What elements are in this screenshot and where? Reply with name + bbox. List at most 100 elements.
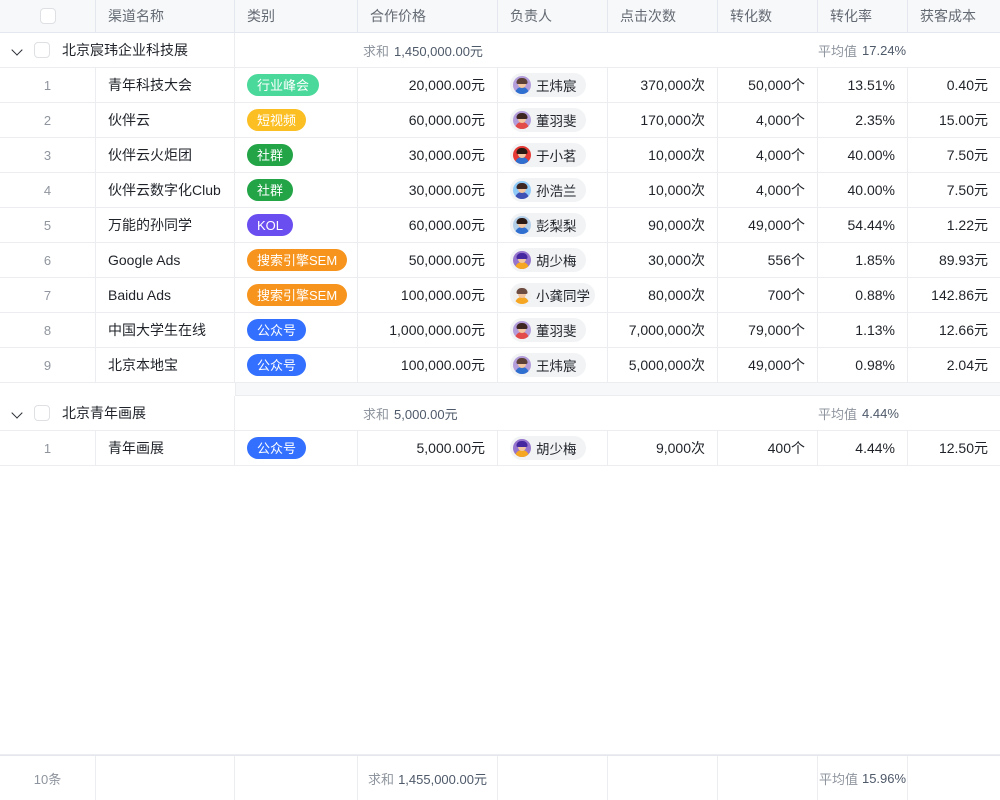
cell-cost[interactable]: 1.22元 — [946, 217, 988, 233]
cell-conversions[interactable]: 49,000个 — [718, 208, 818, 242]
cell-channel-name[interactable]: 伙伴云火炬团 — [96, 138, 235, 172]
cell-channel-name[interactable]: 万能的孙同学 — [96, 208, 235, 242]
cell-clicks[interactable]: 80,000次 — [608, 278, 718, 312]
cell-category[interactable]: 社群 — [235, 138, 358, 172]
row-index-cell[interactable]: 7 — [0, 278, 96, 312]
column-header-cat[interactable]: 类别 — [235, 0, 358, 32]
row-index-cell[interactable]: 1 — [0, 431, 96, 465]
group-header-left[interactable]: 北京青年画展 — [0, 396, 235, 430]
cell-category[interactable]: 行业峰会 — [235, 68, 358, 102]
cell-owner[interactable]: 董羽斐 — [498, 313, 608, 347]
cell-rate[interactable]: 54.44% — [818, 208, 908, 242]
select-all-checkbox[interactable] — [39, 8, 56, 24]
cell-rate[interactable]: 4.44% — [818, 431, 908, 465]
cell-category[interactable]: 社群 — [235, 173, 358, 207]
group-avg-rate[interactable]: 平均值 4.44% — [818, 396, 899, 430]
group-avg-rate[interactable]: 平均值 17.24% — [818, 33, 906, 67]
cell-owner[interactable]: 王炜宸 — [498, 348, 608, 382]
row-index-cell[interactable]: 1 — [0, 68, 96, 102]
group-sum-price[interactable]: 求和 5,000.00元 — [363, 396, 458, 430]
cell-channel-name[interactable]: Google Ads — [96, 243, 235, 277]
cell-category[interactable]: 短视频 — [235, 103, 358, 137]
column-header-price[interactable]: 合作价格 — [358, 0, 498, 32]
column-header-clicks[interactable]: 点击次数 — [608, 0, 718, 32]
cell-owner[interactable]: 小龚同学 — [498, 278, 608, 312]
cell-owner[interactable]: 胡少梅 — [498, 431, 608, 465]
cell-owner[interactable]: 彭梨梨 — [498, 208, 608, 242]
cell-conversions[interactable]: 4,000个 — [718, 138, 818, 172]
cell-owner[interactable]: 于小茗 — [498, 138, 608, 172]
cell-rate[interactable]: 13.51% — [818, 68, 908, 102]
cell-clicks[interactable]: 10,000次 — [608, 173, 718, 207]
cell-cost[interactable]: 7.50元 — [946, 182, 988, 198]
cell-conversions[interactable]: 556个 — [718, 243, 818, 277]
cell-clicks[interactable]: 90,000次 — [608, 208, 718, 242]
cell-cost[interactable]: 2.04元 — [946, 357, 988, 373]
group-select-checkbox[interactable] — [34, 405, 50, 421]
cell-category[interactable]: 公众号 — [235, 348, 358, 382]
cell-rate[interactable]: 0.98% — [818, 348, 908, 382]
cell-channel-name[interactable]: 伙伴云 — [96, 103, 235, 137]
cell-category[interactable]: KOL — [235, 208, 358, 242]
cell-category[interactable]: 搜索引擎SEM — [235, 243, 358, 277]
select-all-cell[interactable] — [0, 0, 96, 32]
cell-channel-name[interactable]: 中国大学生在线 — [96, 313, 235, 347]
cell-price[interactable]: 100,000.00元 — [358, 348, 498, 382]
chevron-down-icon[interactable] — [12, 44, 24, 56]
cell-rate[interactable]: 40.00% — [818, 138, 908, 172]
cell-cost[interactable]: 12.66元 — [938, 322, 988, 338]
cell-category[interactable]: 公众号 — [235, 431, 358, 465]
row-index-cell[interactable]: 2 — [0, 103, 96, 137]
group-header-row[interactable]: 北京宸玮企业科技展 求和 1,450,000.00元 平均值 17.24% — [0, 33, 1000, 68]
cell-channel-name[interactable]: 伙伴云数字化Club — [96, 173, 235, 207]
column-header-cost[interactable]: 获客成本 — [920, 8, 976, 24]
footer-rate-avg[interactable]: 平均值 15.96% — [818, 756, 908, 800]
column-header-name[interactable]: 渠道名称 — [96, 0, 235, 32]
cell-price[interactable]: 20,000.00元 — [358, 68, 498, 102]
row-index-cell[interactable]: 4 — [0, 173, 96, 207]
cell-rate[interactable]: 1.13% — [818, 313, 908, 347]
row-index-cell[interactable]: 9 — [0, 348, 96, 382]
group-select-checkbox[interactable] — [34, 42, 50, 58]
cell-owner[interactable]: 王炜宸 — [498, 68, 608, 102]
group-header-row[interactable]: 北京青年画展 求和 5,000.00元 平均值 4.44% — [0, 396, 1000, 431]
cell-channel-name[interactable]: 北京本地宝 — [96, 348, 235, 382]
cell-conversions[interactable]: 79,000个 — [718, 313, 818, 347]
cell-cost[interactable]: 15.00元 — [938, 112, 988, 128]
cell-category[interactable]: 公众号 — [235, 313, 358, 347]
chevron-down-icon[interactable] — [12, 407, 24, 419]
cell-price[interactable]: 60,000.00元 — [358, 208, 498, 242]
column-header-conv[interactable]: 转化数 — [718, 0, 818, 32]
row-index-cell[interactable]: 3 — [0, 138, 96, 172]
group-sum-price[interactable]: 求和 1,450,000.00元 — [363, 33, 483, 67]
cell-category[interactable]: 搜索引擎SEM — [235, 278, 358, 312]
cell-owner[interactable]: 孙浩兰 — [498, 173, 608, 207]
cell-cost[interactable]: 142.86元 — [931, 287, 988, 303]
cell-rate[interactable]: 40.00% — [818, 173, 908, 207]
cell-conversions[interactable]: 700个 — [718, 278, 818, 312]
cell-clicks[interactable]: 370,000次 — [608, 68, 718, 102]
cell-price[interactable]: 60,000.00元 — [358, 103, 498, 137]
row-index-cell[interactable]: 5 — [0, 208, 96, 242]
cell-clicks[interactable]: 170,000次 — [608, 103, 718, 137]
cell-price[interactable]: 100,000.00元 — [358, 278, 498, 312]
cell-conversions[interactable]: 4,000个 — [718, 103, 818, 137]
cell-price[interactable]: 1,000,000.00元 — [358, 313, 498, 347]
cell-clicks[interactable]: 9,000次 — [608, 431, 718, 465]
cell-conversions[interactable]: 400个 — [718, 431, 818, 465]
cell-clicks[interactable]: 30,000次 — [608, 243, 718, 277]
cell-price[interactable]: 30,000.00元 — [358, 138, 498, 172]
cell-cost[interactable]: 12.50元 — [938, 440, 988, 456]
cell-clicks[interactable]: 7,000,000次 — [608, 313, 718, 347]
cell-clicks[interactable]: 10,000次 — [608, 138, 718, 172]
cell-conversions[interactable]: 49,000个 — [718, 348, 818, 382]
cell-clicks[interactable]: 5,000,000次 — [608, 348, 718, 382]
cell-channel-name[interactable]: Baidu Ads — [96, 278, 235, 312]
row-index-cell[interactable]: 6 — [0, 243, 96, 277]
cell-conversions[interactable]: 50,000个 — [718, 68, 818, 102]
cell-price[interactable]: 50,000.00元 — [358, 243, 498, 277]
cell-price[interactable]: 5,000.00元 — [358, 431, 498, 465]
cell-price[interactable]: 30,000.00元 — [358, 173, 498, 207]
column-header-owner[interactable]: 负责人 — [498, 0, 608, 32]
cell-rate[interactable]: 0.88% — [818, 278, 908, 312]
